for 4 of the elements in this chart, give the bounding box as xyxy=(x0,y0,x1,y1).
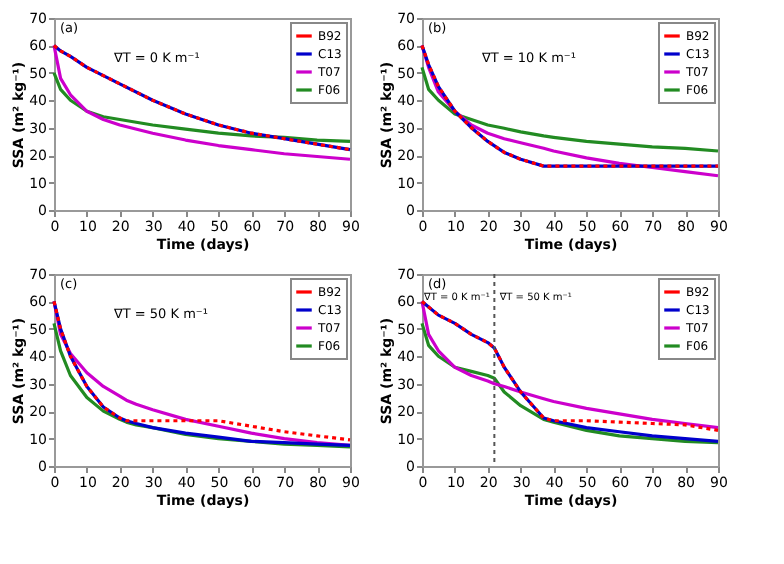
line-series xyxy=(420,65,720,153)
line-series xyxy=(420,321,720,445)
line-series xyxy=(52,71,352,144)
line-series xyxy=(52,321,352,449)
